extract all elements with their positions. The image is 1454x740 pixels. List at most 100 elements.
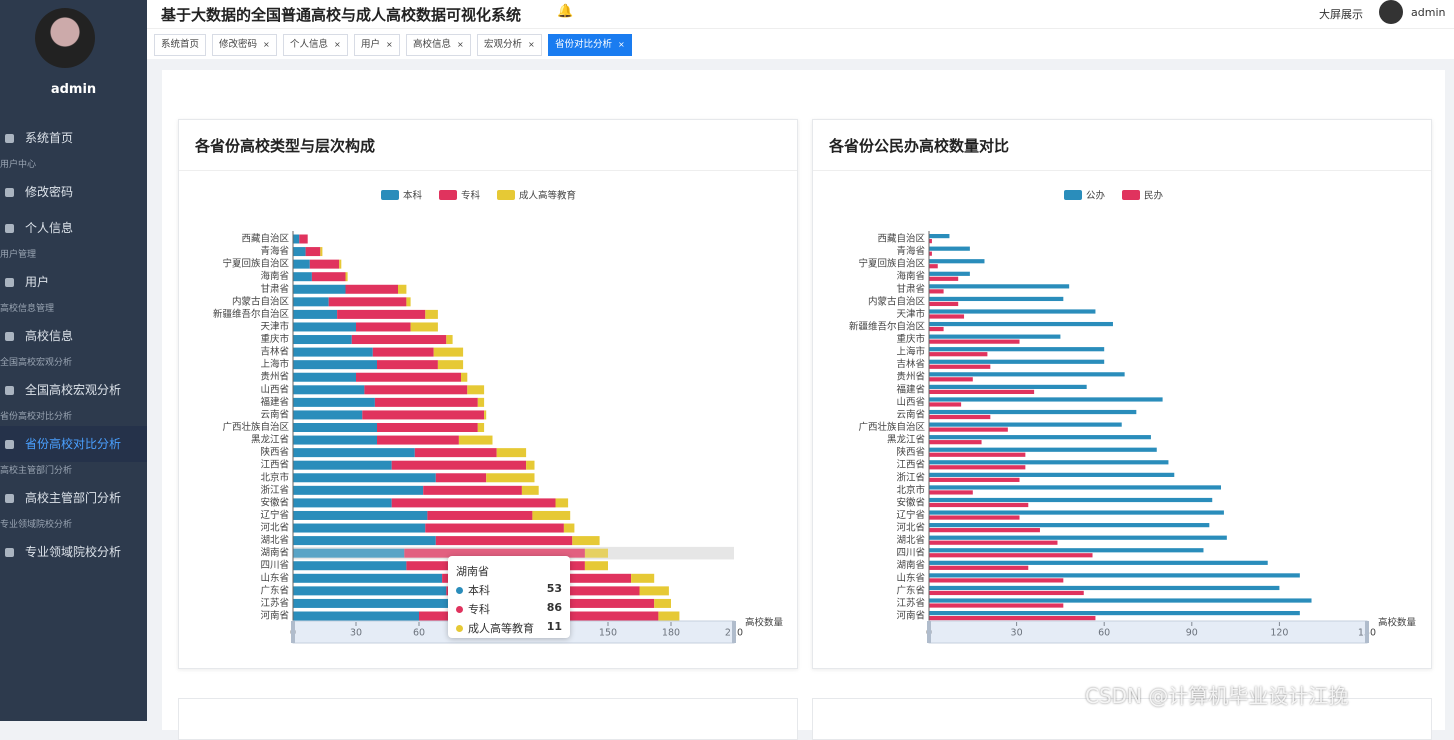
zoom-handle[interactable] — [1365, 621, 1369, 643]
legend-label: 公办 — [1086, 190, 1106, 202]
menu-item[interactable]: 修改密码 — [0, 174, 147, 210]
tab-close[interactable]: × — [457, 40, 464, 49]
legend-swatch — [381, 190, 399, 200]
y-tick-label: 湖南省 — [896, 559, 925, 571]
bar-segment — [293, 510, 428, 520]
bar-segment — [427, 510, 533, 520]
y-tick-label: 贵州省 — [260, 371, 289, 383]
y-tick-label: 河北省 — [260, 522, 289, 534]
bar-segment — [293, 410, 363, 420]
menu-item[interactable]: 高校主管部门分析 — [0, 480, 147, 516]
sidebar-user: admin — [50, 82, 97, 97]
tab-label: 省份对比分析 — [555, 39, 613, 50]
zoom-handle[interactable] — [732, 621, 736, 643]
x-tick-label: 60 — [1098, 628, 1110, 639]
tab[interactable]: 个人信息 × — [283, 34, 348, 56]
bar — [929, 326, 944, 332]
menu-group: 高校主管部门分析 — [0, 466, 73, 476]
tab-close[interactable]: × — [386, 40, 393, 49]
menu-item[interactable]: 省份高校对比分析 — [0, 426, 147, 462]
bar — [929, 276, 959, 281]
zoom-handle[interactable] — [291, 621, 295, 643]
bar — [929, 422, 1122, 427]
bar-segment — [526, 460, 535, 470]
tab-close[interactable]: × — [528, 40, 535, 49]
bar — [929, 409, 1137, 415]
tab-label: 系统首页 — [161, 39, 200, 50]
legend-label: 成人高等教育 — [519, 190, 576, 202]
tooltip-row: 专科 86 — [456, 601, 562, 617]
bar-segment — [572, 536, 600, 546]
x-axis-name: 高校数量 — [1378, 617, 1417, 629]
bar-segment — [414, 448, 497, 458]
bar-segment — [293, 485, 424, 495]
bar-segment — [293, 360, 377, 370]
bar-segment — [555, 498, 569, 508]
y-tick-label: 海南省 — [896, 270, 925, 282]
bar-segment — [437, 360, 464, 370]
bar — [929, 523, 1210, 528]
bar-segment — [486, 473, 535, 483]
y-tick-label: 云南省 — [896, 408, 925, 420]
bar-segment — [293, 347, 373, 357]
menu-item[interactable]: 高校信息 — [0, 318, 147, 354]
zoom-handle[interactable] — [927, 621, 931, 643]
screen-button[interactable]: 大屏展示 — [1319, 8, 1363, 21]
menu-item[interactable]: 系统首页 — [0, 120, 147, 156]
tab-label: 用户 — [361, 39, 381, 50]
bar-segment — [293, 423, 377, 432]
bar — [929, 435, 1151, 440]
bar-segment — [377, 435, 459, 445]
bar — [929, 598, 1312, 603]
bar-segment — [293, 309, 338, 319]
user-name[interactable]: admin — [1411, 6, 1446, 19]
topbar: 基于大数据的全国普通高校与成人高校数据可视化系统 🔔 大屏展示 admin — [147, 0, 1454, 28]
y-tick-label: 广东省 — [896, 584, 925, 596]
tab[interactable]: 省份对比分析 × — [548, 34, 632, 56]
menu-item[interactable]: 专业领域院校分析 — [0, 534, 147, 570]
y-tick-label: 安徽省 — [260, 496, 289, 508]
tab[interactable]: 系统首页 — [154, 34, 207, 56]
y-tick-label: 广西壮族自治区 — [222, 421, 289, 433]
bar — [929, 347, 1105, 352]
bar-segment — [391, 498, 556, 508]
bar-segment — [299, 234, 308, 244]
bar-segment — [293, 573, 443, 583]
bar — [929, 239, 932, 244]
y-tick-label: 河南省 — [896, 610, 925, 622]
tab[interactable]: 高校信息 × — [406, 34, 471, 56]
menu-item[interactable]: 个人信息 — [0, 210, 147, 246]
y-tick-label: 陕西省 — [260, 446, 289, 458]
bar — [929, 460, 1169, 465]
bar-segment — [425, 523, 564, 533]
tab[interactable]: 宏观分析 × — [477, 34, 542, 56]
legend-label: 民办 — [1144, 190, 1164, 202]
bar — [929, 359, 1105, 364]
y-tick-label: 青海省 — [260, 245, 289, 257]
bar-segment — [293, 284, 346, 294]
menu-item[interactable]: 用户 — [0, 264, 147, 300]
y-tick-label: 广西壮族自治区 — [858, 421, 925, 433]
bar-segment — [320, 247, 323, 257]
bar — [929, 452, 1026, 457]
bar — [929, 289, 944, 294]
tooltip-value: 53 — [546, 582, 562, 595]
tab-close[interactable]: × — [334, 40, 341, 49]
y-tick-label: 黑龙江省 — [251, 434, 289, 446]
tab-close[interactable]: × — [618, 40, 625, 49]
y-tick-label: 江苏省 — [896, 597, 925, 609]
legend-label: 本科 — [403, 190, 423, 202]
tab[interactable]: 修改密码 × — [212, 34, 277, 56]
bar-segment — [293, 611, 419, 621]
bar-segment — [293, 598, 449, 608]
menu-item[interactable]: 全国高校宏观分析 — [0, 372, 147, 408]
x-tick-label: 90 — [1186, 628, 1198, 639]
bar — [929, 553, 1093, 558]
bell[interactable]: 🔔 — [557, 4, 574, 19]
sidebar: admin 系统首页 用户中心 修改密码 个人信息 用户管理 用户 高校信息管理 高校信息 全国… — [0, 0, 147, 721]
tooltip-value: 86 — [546, 601, 562, 614]
zoom-slider[interactable] — [928, 620, 1368, 644]
tab-close[interactable]: × — [263, 40, 270, 49]
tab[interactable]: 用户 × — [354, 34, 400, 56]
y-tick-label: 江西省 — [896, 459, 925, 471]
